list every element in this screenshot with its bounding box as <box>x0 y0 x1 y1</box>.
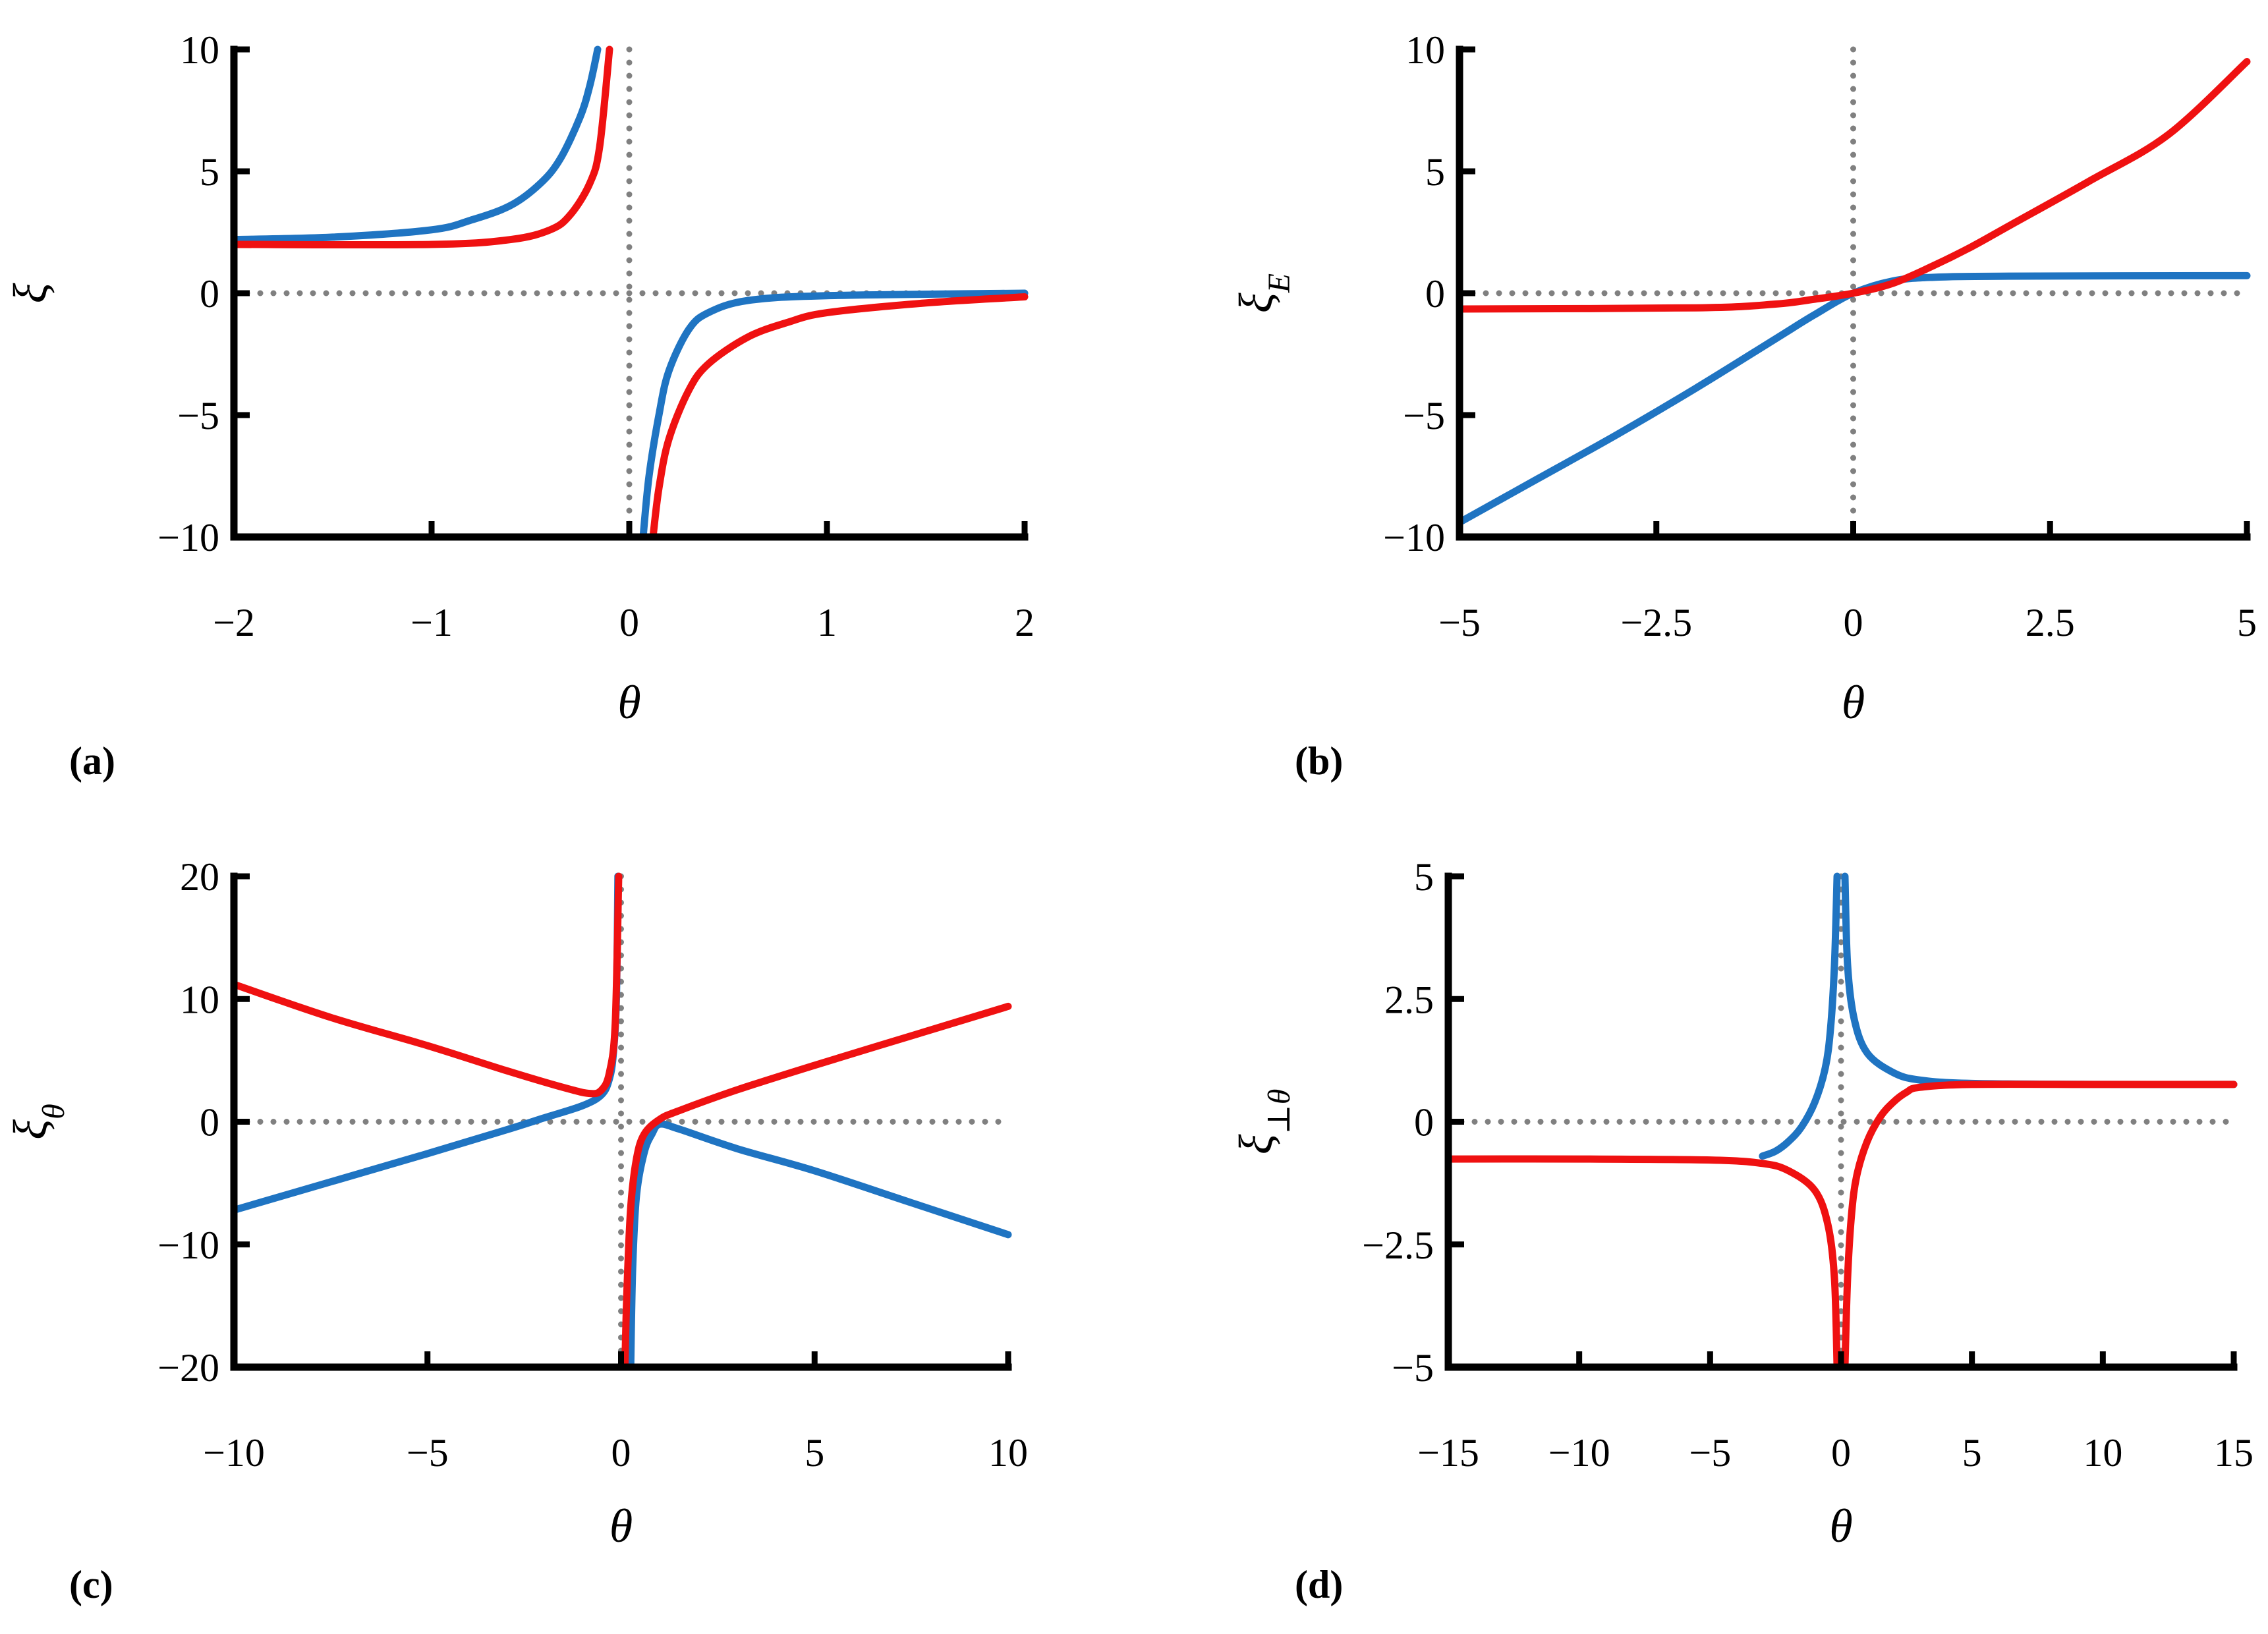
y-tick-label: 10 <box>180 978 219 1021</box>
y-tick-label: 0 <box>200 272 219 316</box>
x-tick-label: −5 <box>1689 1431 1731 1475</box>
y-tick-label: 0 <box>200 1101 219 1144</box>
y-tick-label: 10 <box>180 28 219 72</box>
y-tick-label: 2.5 <box>1384 978 1434 1021</box>
y-tick-label: −5 <box>1392 1346 1434 1390</box>
series-red-curve-3 <box>649 293 1029 541</box>
x-tick-label: 10 <box>2083 1431 2122 1475</box>
panel-d: −15 −10 −5 0 5 10 15 −5 −2.5 0 2.5 5 θ ξ⊥θ (d) <box>1230 855 2254 1606</box>
series-blue-curve-1 <box>627 1120 1012 1371</box>
series-red-curve-3 <box>621 1002 1012 1371</box>
x-tick-label: −2.5 <box>1620 601 1692 644</box>
panel-label: (b) <box>1295 739 1343 783</box>
x-tick-label: −5 <box>1438 601 1481 644</box>
panel-label: (c) <box>69 1563 113 1606</box>
x-tick-label: 0 <box>611 1431 631 1475</box>
x-tick-label: −1 <box>411 601 453 644</box>
x-tick-label: 0 <box>619 601 639 644</box>
y-tick-label: −5 <box>1403 394 1445 437</box>
y-tick-label: 0 <box>1414 1101 1434 1144</box>
panel-b: −5 −2.5 0 2.5 5 −10 −5 0 5 10 θ ξE (b) <box>1230 28 2257 783</box>
y-tick-label: −20 <box>157 1346 219 1390</box>
x-tick-label: 10 <box>988 1431 1028 1475</box>
y-axis-label-subscript: E <box>1262 273 1297 293</box>
y-tick-label: −10 <box>157 1224 219 1267</box>
y-axis-label: ξθ <box>4 1104 71 1139</box>
x-tick-label: 5 <box>805 1431 824 1475</box>
series-red-curve-2 <box>1444 1155 1841 1371</box>
series-blue-curve-0 <box>230 45 602 244</box>
x-axis-label: θ <box>617 676 640 729</box>
x-tick-label: 0 <box>1844 601 1863 644</box>
series-red-curve-3 <box>1841 1081 2238 1371</box>
x-tick-label: 0 <box>1831 1431 1851 1475</box>
y-axis-label-subscript: θ <box>36 1104 71 1119</box>
x-tick-label: 2.5 <box>2026 601 2075 644</box>
x-tick-label: −10 <box>1548 1431 1610 1475</box>
series-red-curve-2 <box>230 45 613 249</box>
y-axis-label: ξ⊥θ <box>1230 1089 1297 1155</box>
y-tick-label: 0 <box>1425 272 1445 316</box>
x-tick-label: 1 <box>817 601 837 644</box>
y-axis-label-subscript: ⊥θ <box>1262 1089 1297 1135</box>
y-tick-label: −10 <box>1383 516 1445 559</box>
series-red-curve-2 <box>230 872 623 1098</box>
x-axis-label: θ <box>1829 1500 1852 1552</box>
y-tick-label: 5 <box>200 150 219 194</box>
series-blue-curve-1 <box>1841 872 2238 1088</box>
y-tick-label: 10 <box>1405 28 1445 72</box>
x-tick-label: −2 <box>213 601 255 644</box>
y-axis-label: ξE <box>1230 273 1297 313</box>
y-tick-label: 5 <box>1425 150 1445 194</box>
y-tick-label: −5 <box>177 394 219 437</box>
x-tick-label: 2 <box>1015 601 1035 644</box>
series-blue-curve-0 <box>1759 872 1841 1160</box>
series-blue-curve-1 <box>639 289 1029 541</box>
x-tick-label: −5 <box>407 1431 449 1475</box>
y-tick-label: −10 <box>157 516 219 559</box>
y-tick-label: 20 <box>180 855 219 899</box>
x-axis-label: θ <box>610 1500 633 1552</box>
panel-label: (d) <box>1295 1563 1343 1606</box>
y-axis-label: ξ <box>4 283 57 303</box>
y-tick-label: 5 <box>1414 855 1434 899</box>
x-tick-label: −10 <box>203 1431 265 1475</box>
x-tick-label: −15 <box>1417 1431 1479 1475</box>
y-tick-label: −2.5 <box>1362 1224 1434 1267</box>
panel-label: (a) <box>69 739 115 783</box>
series-red-curve-1 <box>1456 58 2251 313</box>
series-blue-curve-0 <box>1456 271 2251 526</box>
x-axis-label: θ <box>1842 676 1865 729</box>
x-tick-label: 5 <box>1962 1431 1982 1475</box>
x-tick-label: 5 <box>2237 601 2257 644</box>
x-tick-label: 15 <box>2214 1431 2254 1475</box>
